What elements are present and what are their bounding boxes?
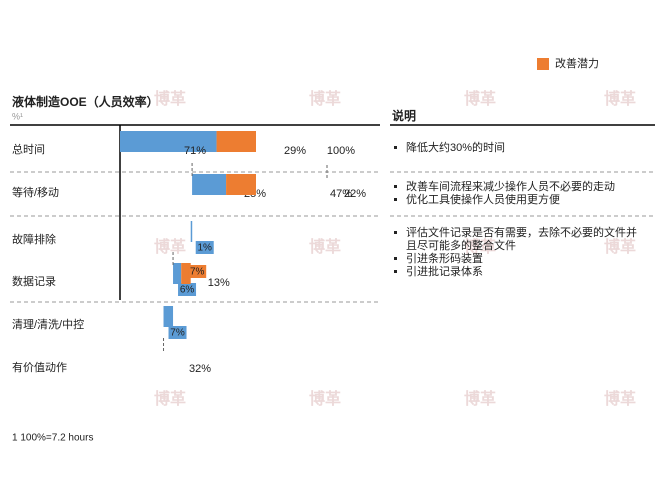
value-label: 29% — [284, 145, 306, 157]
total-label: 100% — [327, 145, 355, 157]
watermark: 博革 — [604, 237, 636, 256]
category-label: 故障排除 — [12, 232, 56, 246]
watermark: 博革 — [309, 389, 341, 408]
note-text: 引进批记录体系 — [406, 264, 483, 278]
bullet — [394, 231, 397, 234]
watermark: 博革 — [464, 389, 496, 408]
bullet — [394, 198, 397, 201]
bar-segment — [192, 174, 227, 195]
note-text: 改善车间流程来减少操作人员不必要的走动 — [406, 179, 615, 193]
bullet — [394, 185, 397, 188]
notes-title: 说明 — [392, 108, 416, 123]
note-text: 评估文件记录是否有需要，去除不必要的文件并 — [406, 225, 637, 239]
category-label: 数据记录 — [12, 274, 56, 288]
bar-segment — [163, 306, 174, 327]
total-label: 32% — [189, 363, 211, 375]
value-label: 22% — [344, 188, 366, 200]
value-label: 1% — [197, 243, 212, 254]
note-text: 优化工具使操作人员使用更方便 — [406, 192, 560, 206]
watermark: 博革 — [464, 89, 496, 108]
value-label-box — [188, 265, 207, 278]
bar-segment — [226, 174, 256, 195]
total-label: 13% — [208, 277, 230, 289]
footnote: 1 100%=7.2 hours — [12, 433, 93, 444]
watermark: 博革 — [464, 237, 496, 256]
bar-segment — [173, 263, 182, 284]
watermark: 博革 — [604, 389, 636, 408]
watermark: 博革 — [154, 89, 186, 108]
value-label: 7% — [190, 267, 205, 278]
value-label-box — [178, 283, 197, 296]
unit: %¹ — [12, 111, 23, 121]
legend-label: 改善潜力 — [555, 56, 599, 70]
total-label: 47% — [330, 188, 352, 200]
value-label: 6% — [180, 285, 195, 296]
category-label: 总时间 — [12, 142, 45, 156]
watermark: 博革 — [154, 389, 186, 408]
category-label: 清理/清洗/中控 — [12, 317, 84, 331]
watermark: 博革 — [604, 89, 636, 108]
bullet — [394, 257, 397, 260]
note-text: 且尽可能多的整合文件 — [406, 238, 516, 252]
category-label: 等待/移动 — [12, 185, 59, 199]
bar-segment — [120, 131, 217, 152]
note-text: 降低大约30%的时间 — [406, 140, 505, 154]
legend-swatch — [537, 58, 549, 70]
watermark: 博革 — [154, 237, 186, 256]
category-label: 有价值动作 — [12, 360, 67, 374]
value-label-box — [195, 241, 214, 254]
note-text: 引进条形码装置 — [406, 251, 483, 265]
watermark: 博革 — [309, 89, 341, 108]
value-label: 7% — [170, 328, 185, 339]
bar-segment — [216, 131, 256, 152]
watermark: 博革 — [309, 237, 341, 256]
value-label: 71% — [184, 145, 206, 157]
bar-segment — [190, 221, 193, 242]
bullet — [394, 146, 397, 149]
bar-segment — [181, 263, 191, 284]
value-label-box — [168, 326, 187, 339]
bullet — [394, 270, 397, 273]
chart-title: 液体制造OOE（人员效率） — [12, 94, 159, 109]
